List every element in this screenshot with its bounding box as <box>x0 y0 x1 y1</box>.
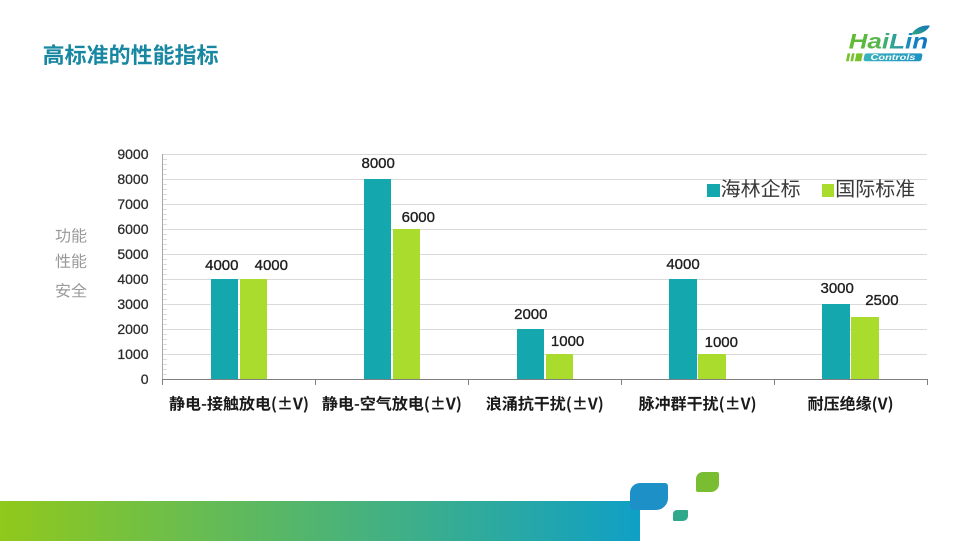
svg-text:HaiLin: HaiLin <box>849 30 929 53</box>
svg-text:Controls: Controls <box>871 52 916 62</box>
